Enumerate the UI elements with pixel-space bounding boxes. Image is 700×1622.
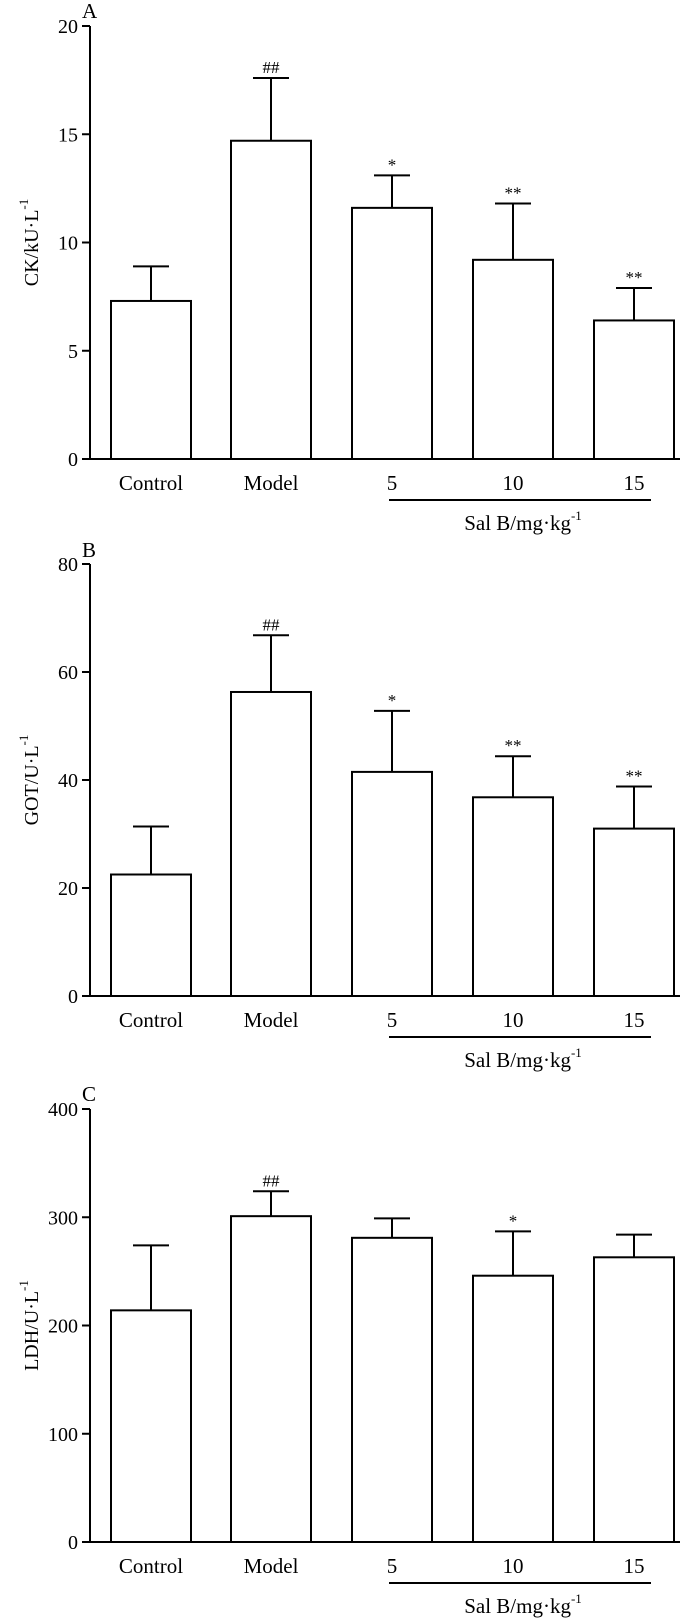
panel-letter: A — [82, 0, 98, 23]
bar-model — [230, 1215, 312, 1543]
significance-marker: ** — [626, 268, 643, 287]
y-tick-label: 100 — [48, 1424, 78, 1446]
group-label-main: Sal B/mg·kg — [464, 1048, 571, 1072]
y-tick-label: 40 — [58, 770, 78, 792]
y-axis-title: GOT/U·L-1 — [16, 735, 43, 826]
y-axis-title-sup: -1 — [16, 1280, 31, 1291]
category-label: 10 — [503, 471, 524, 495]
category-label: Control — [119, 1554, 183, 1578]
category-label: 15 — [624, 1008, 645, 1032]
category-label: 10 — [503, 1008, 524, 1032]
category-label: Model — [244, 1554, 299, 1578]
significance-marker: ## — [263, 615, 281, 634]
y-tick-label: 5 — [68, 341, 78, 363]
significance-marker: * — [509, 1211, 518, 1230]
y-tick-label: 0 — [68, 986, 78, 1008]
y-axis-title: CK/kU·L-1 — [16, 199, 43, 287]
category-label: Model — [244, 1008, 299, 1032]
y-axis-title-main: CK/kU·L — [21, 210, 43, 287]
bar-5 — [351, 206, 433, 460]
significance-marker: * — [388, 691, 397, 710]
bar-10 — [472, 258, 554, 460]
category-label: Model — [244, 471, 299, 495]
panel-a: A05101520CK/kU·L-1Control##Model*5**10**… — [16, 0, 680, 535]
bar-15 — [593, 319, 675, 460]
bar-10 — [472, 1274, 554, 1543]
significance-marker: ## — [263, 58, 281, 77]
bar-control — [110, 299, 192, 460]
group-label: Sal B/mg·kg-1 — [464, 1591, 582, 1618]
bar-15 — [593, 827, 675, 997]
category-label: 15 — [624, 471, 645, 495]
y-axis-title-sup: -1 — [16, 199, 31, 210]
group-label: Sal B/mg·kg-1 — [464, 1045, 582, 1072]
significance-marker: ** — [505, 736, 522, 755]
bar-5 — [351, 770, 433, 998]
category-label: Control — [119, 1008, 183, 1032]
group-label-sup: -1 — [571, 1591, 582, 1606]
category-label: Control — [119, 471, 183, 495]
panel-b: B020406080GOT/U·L-1Control##Model*5**10*… — [16, 538, 680, 1072]
bar-model — [230, 139, 312, 460]
y-tick-label: 10 — [58, 233, 78, 255]
panel-letter: C — [82, 1082, 96, 1106]
panel-letter: B — [82, 538, 96, 562]
group-label-sup: -1 — [571, 508, 582, 523]
group-label-main: Sal B/mg·kg — [464, 1594, 571, 1618]
y-axis-title-main: GOT/U·L — [21, 745, 43, 825]
y-tick-label: 0 — [68, 1532, 78, 1554]
bar-10 — [472, 796, 554, 998]
category-label: 5 — [387, 1554, 398, 1578]
bar-control — [110, 1309, 192, 1543]
category-label: 5 — [387, 471, 398, 495]
significance-marker: * — [388, 155, 397, 174]
y-axis-title-sup: -1 — [16, 735, 31, 746]
significance-marker: ## — [263, 1171, 281, 1190]
group-label-sup: -1 — [571, 1045, 582, 1060]
group-label-main: Sal B/mg·kg — [464, 511, 571, 535]
y-axis-title: LDH/U·L-1 — [16, 1280, 43, 1371]
y-tick-label: 20 — [58, 16, 78, 38]
bar-15 — [593, 1256, 675, 1543]
y-tick-label: 200 — [48, 1316, 78, 1338]
y-tick-label: 0 — [68, 449, 78, 471]
y-tick-label: 20 — [58, 878, 78, 900]
bar-control — [110, 873, 192, 997]
y-tick-label: 15 — [58, 124, 78, 146]
category-label: 15 — [624, 1554, 645, 1578]
group-label: Sal B/mg·kg-1 — [464, 508, 582, 535]
category-label: 5 — [387, 1008, 398, 1032]
significance-marker: ** — [626, 766, 643, 785]
y-tick-label: 400 — [48, 1099, 78, 1121]
y-tick-label: 60 — [58, 662, 78, 684]
bar-model — [230, 690, 312, 997]
bar-5 — [351, 1236, 433, 1543]
category-label: 10 — [503, 1554, 524, 1578]
y-axis-title-main: LDH/U·L — [21, 1291, 43, 1371]
y-tick-label: 80 — [58, 554, 78, 576]
y-tick-label: 300 — [48, 1207, 78, 1229]
significance-marker: ** — [505, 184, 522, 203]
